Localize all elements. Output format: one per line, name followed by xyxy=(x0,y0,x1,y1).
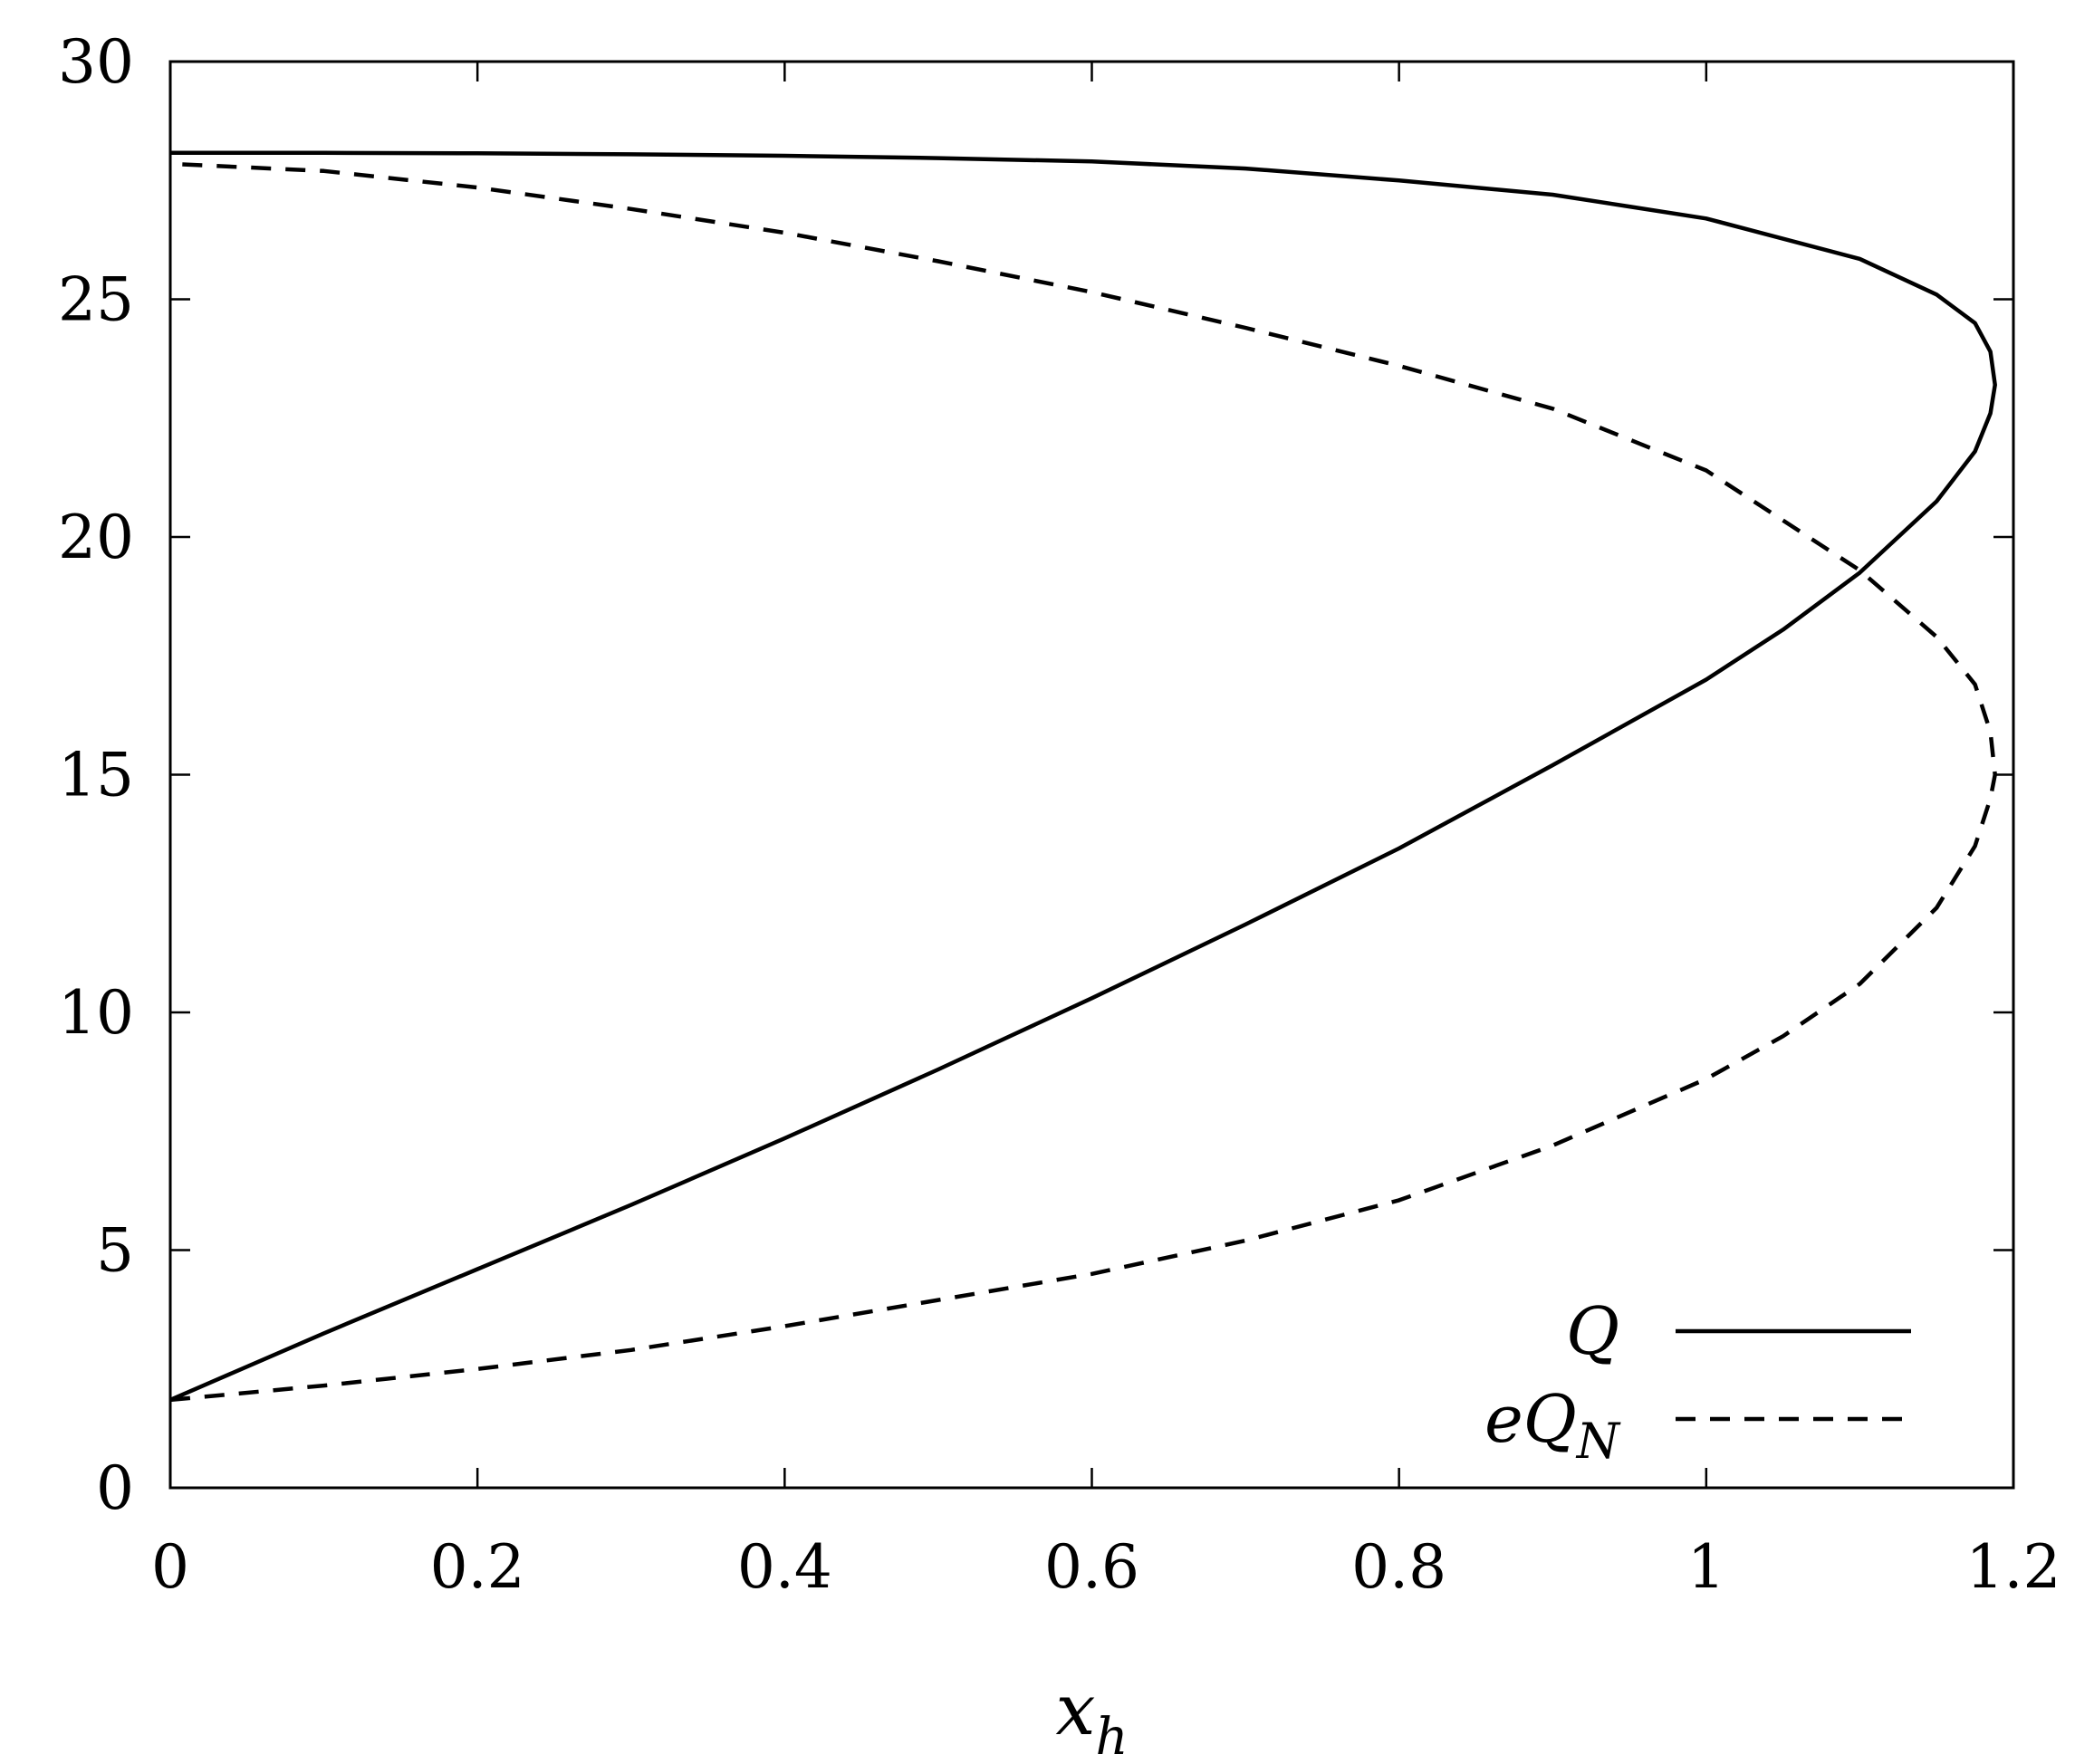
x-tick-label: 1.2 xyxy=(1966,1532,2061,1602)
x-tick-label: 0.4 xyxy=(737,1532,832,1602)
x-axis-title: xh xyxy=(1055,1670,1128,1764)
series-line-q xyxy=(169,150,1997,1402)
x-tick-label: 0.8 xyxy=(1351,1532,1446,1602)
x-tick-label: 0 xyxy=(151,1532,189,1602)
y-tick-label: 20 xyxy=(58,503,134,572)
series-layer xyxy=(169,150,1997,1403)
ticks-layer xyxy=(168,60,2015,1490)
legend-label: eQN xyxy=(1484,1381,1621,1470)
y-tick-label: 30 xyxy=(58,27,134,97)
y-tick-label: 5 xyxy=(96,1216,134,1286)
y-tick-label: 25 xyxy=(58,265,134,335)
x-axis-title-sub: h xyxy=(1095,1708,1128,1764)
x-tick-label: 0.6 xyxy=(1044,1532,1139,1602)
legend-label-sub: N xyxy=(1575,1413,1621,1470)
y-tick-label: 0 xyxy=(96,1453,134,1523)
legend-label: Q xyxy=(1566,1293,1619,1369)
x-tick-label: 1 xyxy=(1687,1532,1725,1602)
legend-label-main: Q xyxy=(1566,1293,1619,1369)
x-axis-title-main: x xyxy=(1055,1670,1095,1751)
series-line-eqn xyxy=(169,161,1997,1403)
legend-label-main: eQ xyxy=(1484,1381,1577,1457)
y-tick-label: 15 xyxy=(58,741,134,810)
x-tick-label: 0.2 xyxy=(430,1532,525,1602)
y-tick-label: 10 xyxy=(58,978,134,1048)
labels-layer: 0 0.2 0.4 0.6 0.8 1 1.2 0 5 10 15 20 25 30 xyxy=(58,27,2061,1602)
